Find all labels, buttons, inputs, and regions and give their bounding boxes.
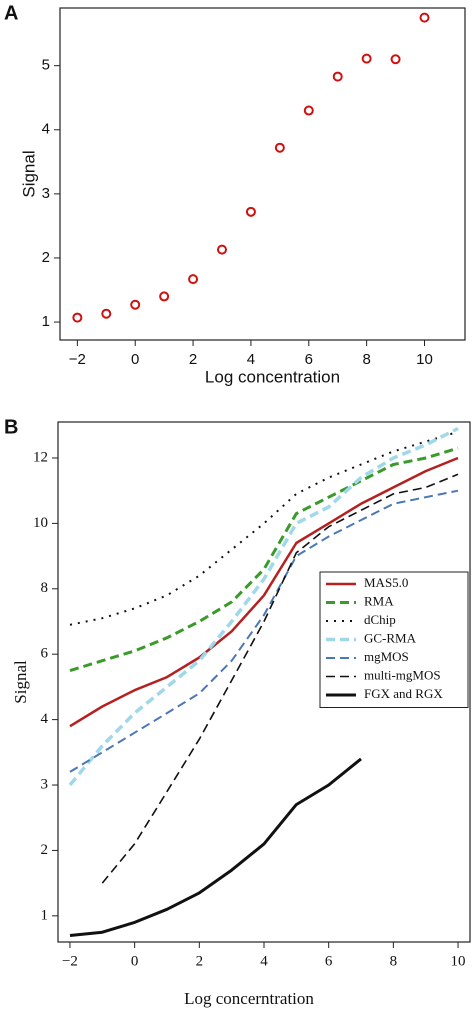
point: [332, 71, 343, 82]
series-line: [68, 426, 459, 787]
x-tick-label: 2: [189, 351, 197, 368]
y-tick-label: 6: [41, 646, 49, 662]
x-axis-label: Log concentration: [205, 367, 340, 386]
y-tick-label: 5: [42, 57, 50, 74]
panel-label: A: [4, 2, 18, 24]
point: [274, 142, 285, 153]
y-tick-label: 2: [42, 249, 50, 266]
point: [419, 12, 430, 23]
x-tick-label: 4: [247, 351, 255, 368]
point: [390, 54, 401, 65]
point: [188, 274, 199, 285]
x-axis-label: Log concerntration: [184, 989, 314, 1008]
legend-label: FGX and RGX: [364, 686, 443, 701]
y-tick-label: 3: [41, 776, 49, 792]
x-tick-label: 4: [260, 953, 268, 969]
y-axis-label: Signal: [11, 660, 30, 704]
point: [101, 308, 112, 319]
x-tick-label: 6: [325, 953, 333, 969]
x-tick-label: −2: [69, 351, 86, 368]
y-tick-label: 1: [42, 313, 50, 330]
series-line: [69, 757, 362, 937]
y-tick-label: 2: [41, 842, 49, 858]
point: [217, 244, 227, 255]
y-tick-label: 1: [41, 907, 49, 923]
series-line: [69, 446, 459, 673]
y-axis-label: Signal: [19, 150, 38, 197]
plot-frame: [59, 7, 466, 341]
y-tick-label: 12: [33, 449, 48, 465]
point: [130, 299, 141, 310]
legend-label: GC-RMA: [364, 630, 417, 645]
y-tick-label: 10: [33, 515, 48, 531]
point: [159, 291, 170, 302]
legend-label: mgMOS: [364, 649, 409, 664]
x-tick-label: 8: [362, 351, 370, 368]
series-line: [69, 456, 459, 728]
x-tick-label: 2: [196, 953, 204, 969]
point: [361, 53, 372, 64]
point: [303, 105, 314, 116]
x-tick-label: 10: [451, 953, 466, 969]
point: [72, 312, 83, 323]
x-tick-label: −2: [62, 953, 78, 969]
legend-label: dChip: [364, 612, 396, 627]
series-line: [101, 473, 459, 884]
y-tick-label: 4: [42, 121, 50, 138]
y-tick-label: 8: [41, 580, 49, 596]
x-tick-label: 6: [305, 351, 313, 368]
panel-label: B: [4, 416, 18, 438]
y-tick-label: 4: [41, 711, 49, 727]
series-line: [69, 489, 459, 773]
legend-label: RMA: [364, 593, 394, 608]
x-tick-label: 0: [131, 351, 139, 368]
x-tick-label: 8: [390, 953, 398, 969]
legend-label: multi-mgMOS: [364, 667, 441, 682]
legend-label: MAS5.0: [364, 575, 408, 590]
y-tick-label: 3: [42, 185, 50, 202]
x-tick-label: 10: [416, 351, 433, 368]
point: [245, 206, 256, 217]
x-tick-label: 0: [131, 953, 139, 969]
